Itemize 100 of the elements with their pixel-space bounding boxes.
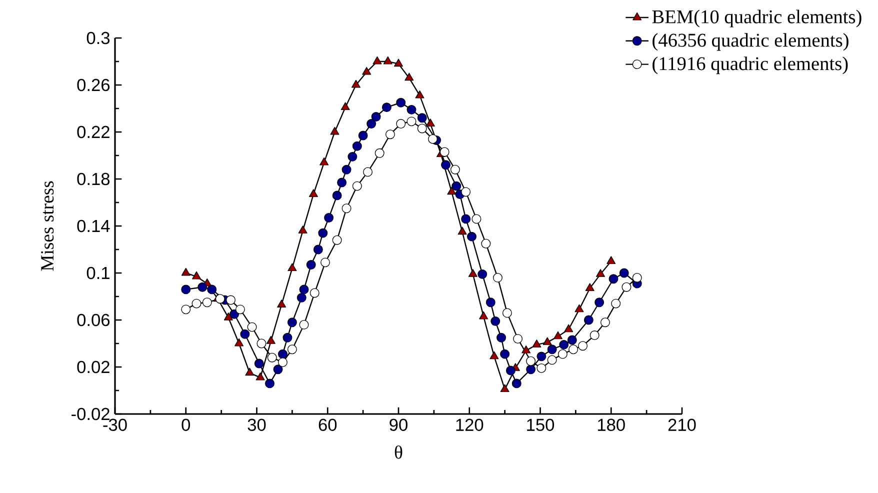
point (622, 282, 632, 292)
point (288, 263, 297, 272)
point (578, 341, 588, 351)
y-tick-label: -0.02 (72, 408, 110, 420)
point (441, 160, 450, 170)
point (348, 152, 358, 162)
point (310, 288, 320, 298)
point (567, 335, 577, 345)
point (506, 366, 516, 376)
point (584, 315, 594, 325)
point (559, 340, 569, 350)
point (406, 104, 416, 114)
point (342, 164, 352, 174)
point (406, 116, 416, 126)
point (606, 256, 616, 264)
point (536, 352, 546, 362)
x-tick-label: 120 (456, 418, 484, 431)
point (382, 102, 392, 112)
point (394, 58, 403, 67)
point (490, 351, 499, 360)
point (440, 147, 450, 157)
point (198, 282, 208, 292)
point (478, 269, 488, 279)
point (273, 364, 283, 374)
x-tick-label: 90 (390, 418, 408, 431)
point (226, 295, 236, 305)
point (320, 157, 329, 166)
point (461, 187, 471, 197)
point (266, 336, 276, 344)
point (277, 300, 286, 308)
point (192, 271, 201, 280)
point (296, 292, 306, 302)
point (492, 272, 502, 282)
point (207, 284, 217, 294)
point (596, 269, 605, 277)
point (385, 130, 395, 140)
point (590, 330, 600, 340)
point (340, 102, 350, 110)
point (490, 316, 500, 326)
legend-label: (11916 quadric elements) (652, 56, 848, 74)
point (458, 226, 467, 235)
point (215, 294, 225, 304)
point (371, 112, 381, 122)
point (479, 311, 488, 320)
point (372, 56, 382, 64)
point (240, 329, 250, 339)
point (282, 332, 292, 342)
point (472, 214, 482, 224)
point (542, 337, 552, 346)
point (467, 232, 476, 242)
point (585, 283, 594, 292)
point (522, 345, 531, 354)
point (526, 356, 536, 366)
point (342, 204, 352, 214)
point (553, 331, 562, 340)
point (298, 226, 308, 234)
point (224, 312, 233, 320)
point (396, 119, 406, 129)
point (564, 324, 574, 332)
point (568, 344, 578, 354)
point (426, 118, 435, 127)
x-tick-label: 30 (248, 418, 266, 431)
x-tick-label: 0 (182, 418, 190, 431)
point (247, 322, 257, 332)
point (267, 352, 277, 362)
point (428, 134, 438, 144)
point (324, 213, 334, 223)
point (332, 190, 342, 200)
point (299, 284, 309, 294)
point (502, 308, 512, 318)
point (313, 244, 323, 254)
point (536, 363, 546, 373)
point (611, 298, 621, 308)
y-axis-title: Mises stress (41, 181, 54, 271)
point (468, 269, 478, 277)
point (366, 119, 376, 129)
y-tick-label: 0.06 (77, 314, 110, 326)
point (619, 268, 629, 278)
point (362, 66, 372, 75)
x-tick-label: 60 (318, 418, 337, 431)
x-tick-label: 150 (527, 418, 554, 431)
point (181, 268, 190, 276)
point (234, 338, 244, 346)
point (500, 349, 510, 359)
point (235, 304, 245, 314)
point (415, 90, 424, 98)
point (608, 274, 618, 284)
point (308, 189, 318, 198)
point (256, 338, 266, 348)
x-tick-label: -30 (103, 418, 127, 431)
y-tick-label: 0.18 (77, 172, 110, 186)
point (351, 80, 360, 88)
legend-label: (46356 quadric elements) (652, 33, 848, 51)
point (358, 130, 368, 140)
point (547, 355, 557, 365)
point (500, 384, 510, 392)
point (352, 181, 362, 191)
point (558, 349, 568, 359)
x-tick-label: 180 (598, 418, 625, 431)
point (404, 72, 414, 81)
